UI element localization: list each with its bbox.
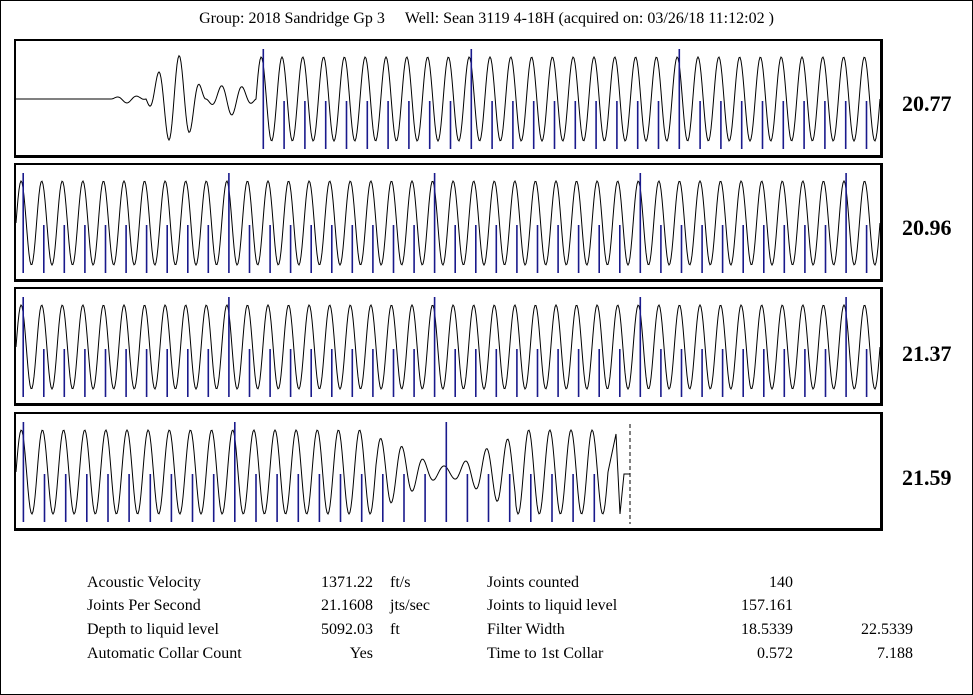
group-label: Group: 2018 Sandridge Gp 3 bbox=[199, 10, 385, 27]
time-first-collar-value2: 7.188 bbox=[877, 645, 913, 662]
acoustic-velocity-unit: ft/s bbox=[390, 574, 411, 591]
auto-collar-count-value: Yes bbox=[349, 645, 373, 662]
joints-per-second-value: 21.1608 bbox=[321, 597, 373, 614]
filter-width-label: Filter Width bbox=[487, 621, 565, 638]
trace-line-row-3 bbox=[16, 303, 880, 391]
trace-line-row-2 bbox=[16, 179, 880, 267]
joints-to-liquid-value: 157.161 bbox=[741, 597, 793, 614]
jps-label-row-3: 21.37 bbox=[902, 341, 952, 366]
well-label: Well: Sean 3119 4-18H (acquired on: 03/2… bbox=[404, 10, 774, 27]
trace-row-2 bbox=[14, 163, 883, 282]
time-first-collar-value: 0.572 bbox=[757, 645, 793, 662]
joints-counted-value: 140 bbox=[769, 574, 793, 591]
joints-to-liquid-label: Joints to liquid level bbox=[487, 597, 618, 614]
auto-collar-count-label: Automatic Collar Count bbox=[87, 645, 242, 662]
jps-label-row-2: 20.96 bbox=[902, 215, 952, 240]
echo-tail bbox=[607, 433, 630, 515]
trace-row-1 bbox=[14, 39, 883, 158]
filter-width-value: 18.5339 bbox=[741, 621, 793, 638]
trace-line-row-4 bbox=[16, 428, 609, 516]
joints-per-second-label: Joints Per Second bbox=[87, 597, 201, 614]
time-first-collar-label: Time to 1st Collar bbox=[487, 645, 604, 662]
report-header: Group: 2018 Sandridge Gp 3 Well: Sean 311… bbox=[0, 10, 973, 28]
acoustic-velocity-value: 1371.22 bbox=[321, 574, 373, 591]
trace-row-3 bbox=[14, 287, 883, 406]
jps-label-row-1: 20.77 bbox=[902, 91, 952, 116]
trace-line-row-1 bbox=[16, 54, 880, 143]
depth-to-liquid-unit: ft bbox=[390, 621, 400, 638]
jps-label-row-4: 21.59 bbox=[902, 465, 952, 490]
filter-width-value2: 22.5339 bbox=[861, 621, 913, 638]
acoustic-velocity-label: Acoustic Velocity bbox=[87, 574, 201, 591]
trace-row-4 bbox=[14, 412, 883, 531]
depth-to-liquid-label: Depth to liquid level bbox=[87, 621, 219, 638]
joints-counted-label: Joints counted bbox=[487, 574, 579, 591]
joints-per-second-unit: jts/sec bbox=[390, 597, 430, 614]
depth-to-liquid-value: 5092.03 bbox=[321, 621, 373, 638]
